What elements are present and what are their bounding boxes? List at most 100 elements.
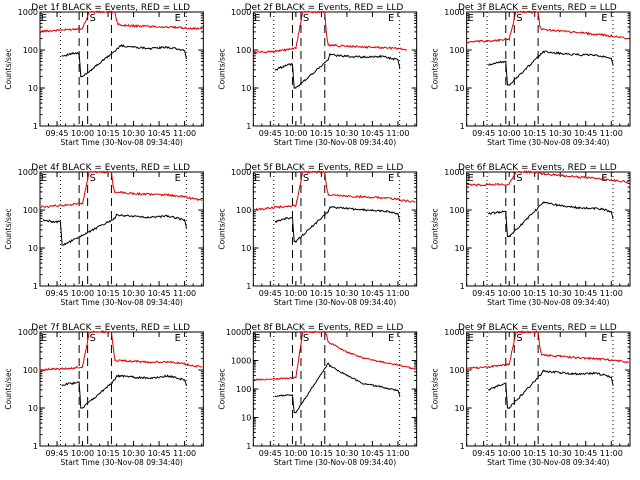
- data-point-lld: [81, 27, 84, 30]
- marker-letter: E: [254, 13, 260, 24]
- marker-letter: S: [90, 333, 96, 344]
- y-tick-label: 1: [460, 282, 465, 291]
- data-point-lld: [184, 27, 186, 29]
- data-point-lld: [132, 360, 135, 362]
- data-point-events: [610, 211, 612, 213]
- data-point-lld: [278, 378, 280, 380]
- data-point-lld: [295, 377, 297, 379]
- y-tick-label: 100: [236, 206, 251, 215]
- data-point-lld: [515, 331, 517, 333]
- x-axis-label: Start Time (30-Nov-08 09:34:40): [274, 458, 396, 467]
- marker-letter: S: [516, 173, 522, 184]
- data-point-lld: [466, 184, 468, 186]
- x-tick-label: 11:00: [173, 449, 196, 458]
- data-point-events: [399, 66, 401, 68]
- marker-letter: S: [303, 173, 309, 184]
- series-line-events: [62, 374, 187, 409]
- data-point-lld: [278, 206, 280, 208]
- data-point-lld: [593, 357, 595, 360]
- marker-letter: E: [467, 173, 473, 184]
- y-tick-label: 100: [449, 206, 464, 215]
- y-tick-label: 100: [236, 46, 251, 55]
- x-tick-label: 11:00: [386, 289, 409, 298]
- data-point-lld: [114, 359, 116, 361]
- data-point-lld: [539, 346, 541, 348]
- y-tick-label: 1: [246, 122, 251, 131]
- data-point-lld: [110, 331, 113, 333]
- data-point-events: [184, 379, 186, 381]
- data-point-events: [327, 362, 329, 364]
- data-point-events: [184, 219, 186, 221]
- marker-letter: E: [175, 333, 181, 344]
- y-tick-label: 10: [454, 84, 464, 93]
- data-point-lld: [576, 357, 578, 359]
- series-line-lld: [466, 10, 629, 44]
- data-point-lld: [540, 28, 543, 30]
- y-tick-label: 10: [241, 84, 251, 93]
- x-tick-label: 09:45: [259, 129, 282, 138]
- data-point-events: [399, 394, 401, 396]
- y-axis-label: Counts/sec: [4, 368, 13, 409]
- data-point-events: [71, 53, 73, 55]
- x-tick-label: 10:30: [549, 449, 572, 458]
- data-point-lld: [201, 199, 203, 201]
- data-point-events: [576, 373, 578, 375]
- data-point-lld: [346, 45, 348, 47]
- data-point-lld: [327, 194, 329, 196]
- x-tick-label: 10:30: [335, 129, 358, 138]
- data-point-lld: [252, 209, 254, 211]
- data-point-lld: [593, 177, 595, 179]
- x-tick-label: 11:00: [600, 129, 623, 138]
- x-tick-label: 11:00: [386, 129, 409, 138]
- data-point-events: [61, 244, 63, 246]
- x-tick-label: 11:00: [600, 449, 623, 458]
- marker-letter: S: [90, 173, 96, 184]
- x-axis-label: Start Time (30-Nov-08 09:34:40): [61, 458, 183, 467]
- marker-letter: E: [388, 173, 394, 184]
- series-line-events: [488, 201, 614, 238]
- data-point-lld: [117, 24, 119, 26]
- x-tick-label: 10:15: [310, 289, 333, 298]
- y-axis-label: Counts/sec: [4, 208, 13, 249]
- data-point-events: [117, 47, 119, 50]
- data-point-events: [612, 64, 614, 66]
- data-point-lld: [81, 202, 84, 204]
- data-point-lld: [64, 29, 67, 31]
- data-point-events: [295, 411, 297, 414]
- y-tick-label: 1000: [444, 328, 464, 337]
- data-point-events: [71, 382, 73, 384]
- y-axis-label: Counts/sec: [431, 208, 440, 249]
- panel-det-5: Det 5f BLACK = Events, RED = LLD 1 10 100 10…: [217, 163, 418, 307]
- data-point-lld: [380, 197, 382, 199]
- data-point-lld: [327, 44, 329, 46]
- data-point-lld: [149, 25, 152, 27]
- marker-letter: S: [516, 13, 522, 24]
- data-point-events: [78, 381, 80, 383]
- plot-frame: [252, 11, 418, 127]
- x-tick-label: 10:15: [97, 449, 120, 458]
- data-point-lld: [515, 11, 517, 13]
- data-point-events: [167, 46, 169, 48]
- data-point-lld: [252, 52, 254, 54]
- data-point-events: [542, 51, 544, 53]
- data-point-events: [149, 47, 152, 50]
- y-tick-label: 1000: [18, 168, 38, 177]
- data-point-lld: [508, 363, 510, 366]
- data-point-lld: [537, 11, 539, 13]
- y-tick-label: 100: [236, 385, 251, 394]
- x-tick-label: 11:00: [600, 289, 623, 298]
- data-point-events: [380, 210, 382, 212]
- x-tick-label: 10:30: [122, 449, 145, 458]
- data-point-lld: [539, 172, 541, 174]
- marker-letter: E: [601, 333, 607, 344]
- series-line-events: [275, 205, 401, 244]
- plot-frame: [466, 11, 631, 127]
- data-point-events: [327, 59, 329, 61]
- y-tick-label: 1: [246, 282, 251, 291]
- data-point-events: [593, 372, 595, 374]
- panel-title: Det 1f BLACK = Events, RED = LLD: [31, 3, 190, 13]
- panel-title: Det 2f BLACK = Events, RED = LLD: [245, 3, 404, 13]
- y-tick-label: 1000: [444, 168, 464, 177]
- x-axis-label: Start Time (30-Nov-08 09:34:40): [61, 138, 183, 147]
- data-point-events: [540, 373, 543, 375]
